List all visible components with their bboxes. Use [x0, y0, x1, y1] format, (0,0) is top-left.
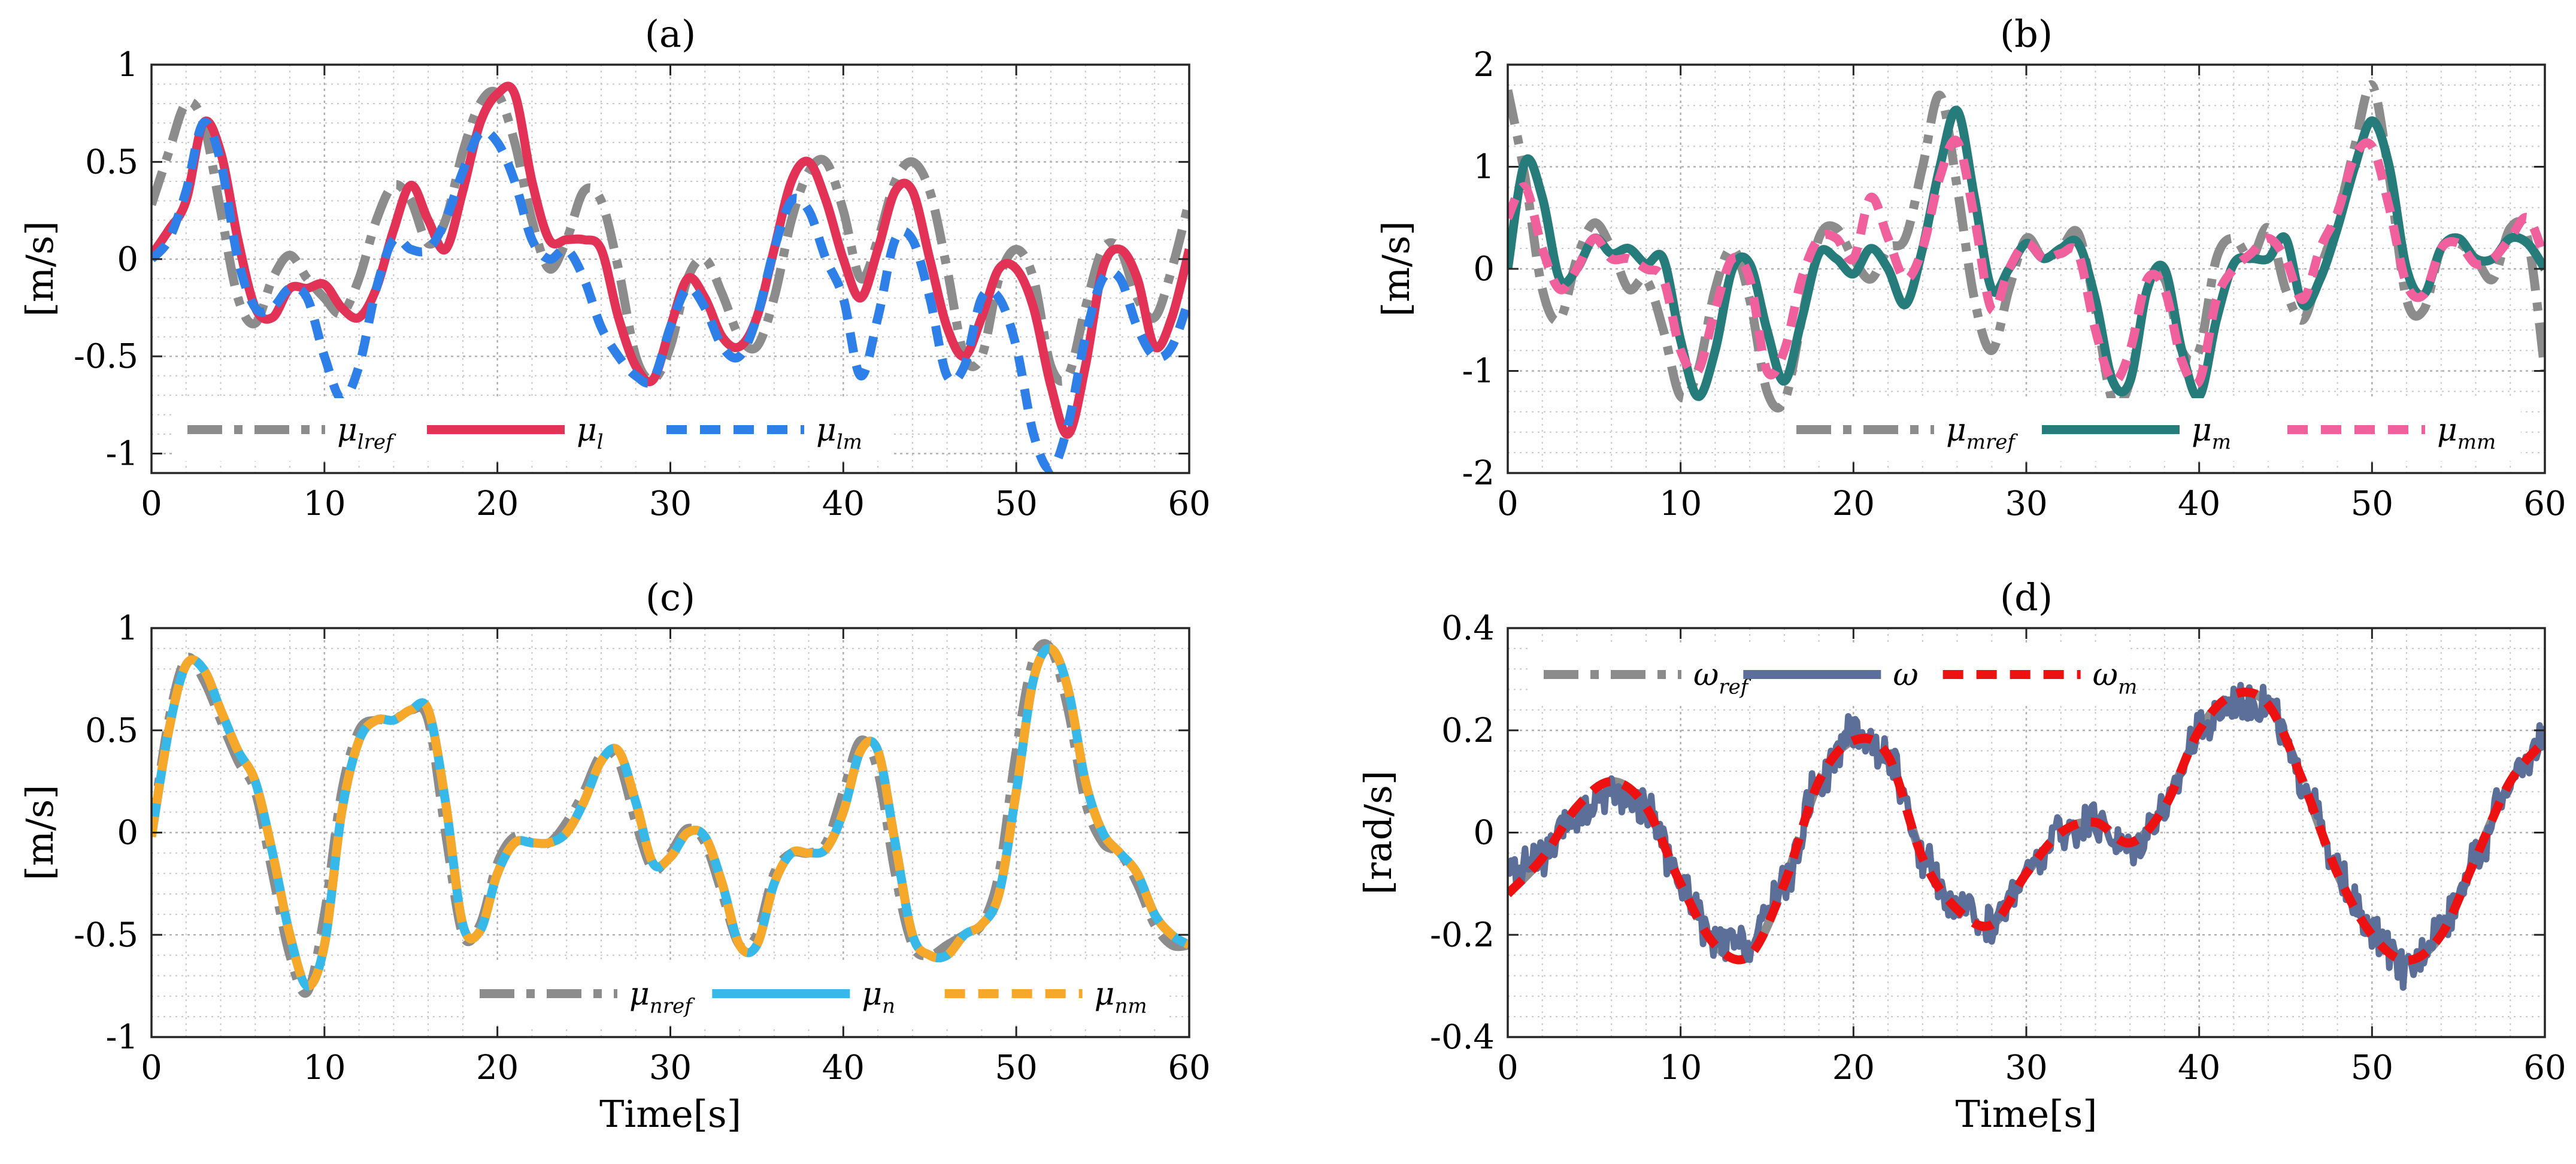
panel-title: (b) [2000, 12, 2053, 56]
y-tick-label: 1 [117, 46, 138, 84]
y-axis-label: [m/s] [18, 785, 62, 881]
legend: μnref μn μnm [468, 962, 1165, 1025]
x-tick-label: 60 [2523, 1048, 2566, 1087]
y-tick-label: 0 [1473, 250, 1495, 289]
legend: ωref ω ωm [1532, 643, 2137, 706]
y-tick-label: -0.2 [1430, 916, 1495, 954]
series-line-nm [151, 644, 1189, 991]
series-line-mm [1508, 135, 2545, 389]
x-tick-label: 20 [476, 484, 519, 523]
y-axis-label: [m/s] [18, 221, 62, 317]
y-tick-label: 0.5 [85, 143, 138, 181]
legend-label: μn [862, 977, 895, 1018]
x-tick-label: 40 [822, 1048, 865, 1087]
x-tick-label: 10 [1659, 1048, 1702, 1087]
legend-label: μmm [2437, 413, 2496, 454]
x-tick-label: 40 [2178, 1048, 2220, 1087]
legend-label: ωref [1693, 657, 1751, 699]
legend: μlref μl μlm [175, 398, 894, 461]
y-tick-label: 0 [117, 814, 138, 853]
series-line-lm [151, 117, 1189, 473]
x-tick-label: 10 [1659, 484, 1702, 523]
series-group [1508, 681, 2545, 991]
panel-d: 0 10 20 30 40 50 60 -0.4 -0.2 0 0.2 0.4 (d) [rad/s] Ti… [1356, 575, 2566, 1136]
x-axis-label: Time[s] [599, 1092, 741, 1136]
x-tick-label: 20 [1832, 484, 1875, 523]
y-tick-label: 1 [117, 609, 138, 648]
x-tick-label: 0 [141, 484, 162, 523]
y-tick-label: 2 [1473, 46, 1495, 84]
x-tick-label: 40 [2178, 484, 2220, 523]
series-group [151, 639, 1189, 998]
panel-title: (d) [2000, 575, 2053, 619]
x-tick-label: 60 [2523, 484, 2566, 523]
y-tick-label: 0 [117, 240, 138, 279]
legend-label: μlm [816, 413, 862, 454]
panel-b: 0 10 20 30 40 50 60 -2 -1 0 1 2 (b) [m/s] μmref μm μmm [1374, 12, 2566, 523]
x-tick-label: 10 [303, 484, 346, 523]
legend-label: μlref [337, 413, 396, 454]
y-tick-label: -0.5 [74, 916, 138, 954]
x-tick-label: 50 [995, 484, 1038, 523]
x-axis-label: Time[s] [1956, 1092, 2098, 1136]
x-tick-label: 60 [1168, 1048, 1210, 1087]
legend-label: ω [1893, 657, 1918, 693]
x-tick-label: 60 [1168, 484, 1210, 523]
x-tick-label: 40 [822, 484, 865, 523]
series-line-lref [151, 86, 1189, 386]
x-tick-label: 50 [2351, 1048, 2393, 1087]
panel-title: (c) [645, 575, 695, 619]
legend: μmref μm μmm [1784, 398, 2521, 461]
x-tick-label: 20 [476, 1048, 519, 1087]
x-tick-label: 50 [2351, 484, 2393, 523]
x-tick-label: 10 [303, 1048, 346, 1087]
panel-a: 0 10 20 30 40 50 60-1-0.500.51(a)[m/s]μlref μl μ… [18, 12, 1211, 523]
x-tick-label: 0 [1497, 484, 1519, 523]
x-tick-label: 30 [2005, 484, 2047, 523]
y-tick-label: -1 [105, 435, 138, 474]
y-tick-label: -1 [105, 1018, 138, 1057]
x-tick-label: 0 [141, 1048, 162, 1087]
x-tick-label: 30 [2005, 1048, 2047, 1087]
y-tick-label: 0.4 [1441, 609, 1495, 648]
x-tick-label: 20 [1832, 1048, 1875, 1087]
legend-label: μnm [1095, 977, 1147, 1018]
y-tick-label: 0.5 [85, 711, 138, 750]
x-tick-label: 30 [649, 484, 692, 523]
y-tick-label: -2 [1462, 454, 1495, 493]
legend-label: μmref [1946, 413, 2018, 454]
series-line-m [1508, 687, 2545, 965]
y-axis-label: [m/s] [1374, 221, 1418, 317]
y-tick-label: -1 [1462, 352, 1495, 391]
x-tick-label: 30 [649, 1048, 692, 1087]
x-tick-label: 50 [995, 1048, 1038, 1087]
y-tick-label: 1 [1473, 148, 1495, 187]
legend-label: ωm [2093, 657, 2138, 699]
legend-label: μl [577, 413, 604, 454]
legend-label: μnref [629, 977, 695, 1018]
series-group [151, 81, 1189, 473]
y-tick-label: 0.2 [1441, 711, 1495, 750]
legend-label: μm [2192, 413, 2231, 454]
series-group [1508, 80, 2545, 413]
panel-title: (a) [645, 12, 696, 56]
y-tick-label: 0 [1473, 814, 1495, 853]
y-axis-label: [rad/s] [1356, 771, 1400, 895]
panel-c: 0 10 20 30 40 50 60 -1 -0.5 0 0.5 1 (c) [m/s] Time[s] μ… [18, 575, 1211, 1136]
x-tick-label: 0 [1497, 1048, 1519, 1087]
y-tick-label: -0.5 [74, 337, 138, 376]
y-tick-label: -0.4 [1430, 1018, 1495, 1057]
